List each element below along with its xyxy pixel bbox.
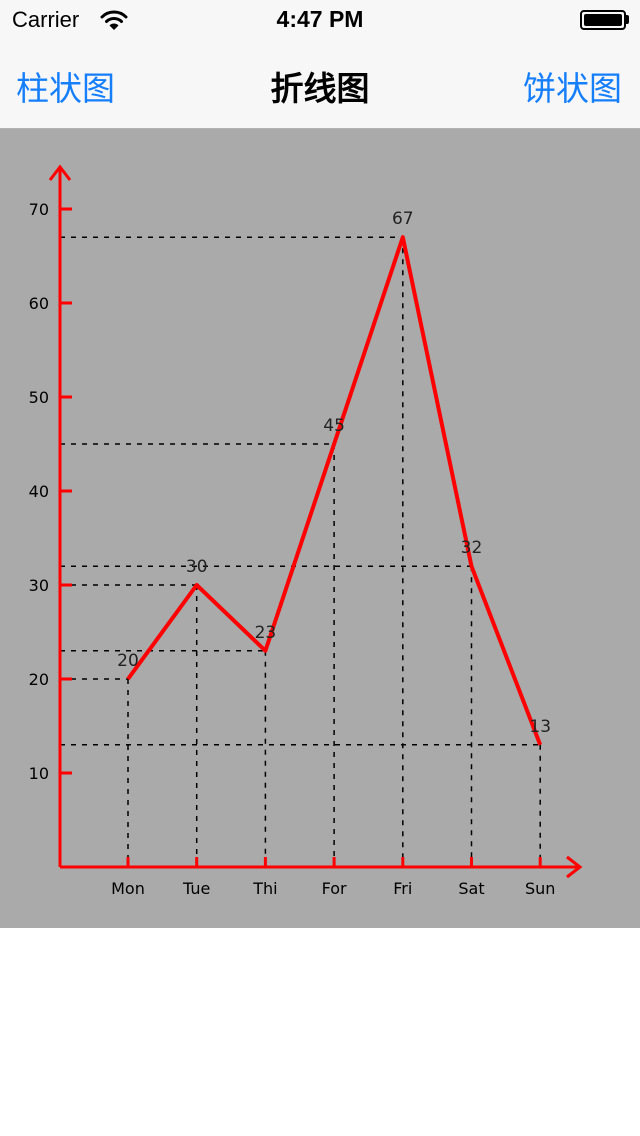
y-axis-arrow [48, 164, 72, 181]
battery-tip [626, 15, 629, 24]
data-label: 30 [186, 557, 208, 577]
wifi-icon [100, 10, 128, 30]
y-tick-label: 50 [29, 388, 49, 407]
bar-chart-nav-button[interactable]: 柱状图 [16, 69, 115, 108]
x-tick-label: Tue [182, 879, 210, 898]
y-tick-label: 20 [29, 670, 49, 689]
status-time: 4:47 PM [276, 6, 364, 32]
battery-icon [580, 10, 626, 30]
data-label: 67 [392, 209, 414, 229]
x-tick-label: Sat [458, 879, 484, 898]
navigation-bar: 柱状图 折线图 饼状图 [0, 40, 640, 129]
x-tick-label: Mon [111, 879, 145, 898]
y-tick-label: 70 [29, 200, 49, 219]
x-tick-label: Fri [393, 879, 412, 898]
pie-chart-nav-button[interactable]: 饼状图 [523, 69, 622, 108]
data-label: 45 [323, 416, 345, 436]
chart-area: 10 20 30 40 50 60 70 Mon Tue Thi For Fri Sat Sun 20 30 2… [0, 129, 640, 928]
series-line [126, 235, 543, 746]
line-chart: 10 20 30 40 50 60 70 Mon Tue Thi For Fri Sat Sun 20 30 2… [29, 164, 583, 898]
y-tick-label: 40 [29, 482, 49, 501]
data-label: 32 [461, 538, 483, 558]
x-tick-label: Thi [252, 879, 277, 898]
data-label: 13 [529, 717, 551, 737]
x-tick-label: Sun [525, 879, 555, 898]
x-axis-arrow [566, 855, 583, 879]
y-tick-label: 30 [29, 576, 49, 595]
page-title: 折线图 [270, 69, 370, 108]
data-label: 23 [255, 623, 277, 643]
y-tick-label: 10 [29, 764, 49, 783]
carrier-label: Carrier [12, 7, 80, 32]
x-tick-label: For [322, 879, 347, 898]
status-bar: Carrier 4:47 PM [0, 0, 640, 40]
data-label: 20 [117, 651, 139, 671]
y-tick-label: 60 [29, 294, 49, 313]
